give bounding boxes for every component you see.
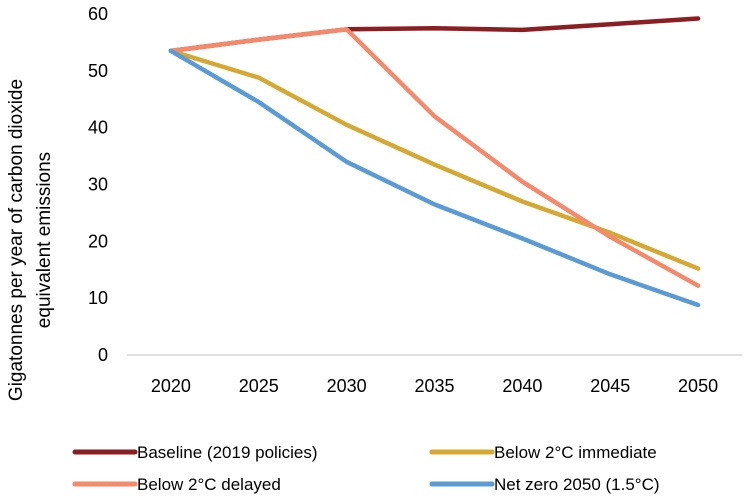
- y-tick-label: 0: [98, 345, 108, 365]
- series-line-1: [168, 16, 701, 54]
- legend-label: Below 2°C delayed: [137, 475, 281, 494]
- y-tick-label: 60: [88, 4, 108, 24]
- legend-item: Baseline (2019 policies): [72, 443, 318, 462]
- y-tick-label: 30: [88, 175, 108, 195]
- y-tick-label: 20: [88, 231, 108, 251]
- x-tick-label: 2050: [678, 376, 718, 396]
- x-tick-label: 2025: [239, 376, 279, 396]
- x-tick-label: 2035: [414, 376, 454, 396]
- legend-item: Below 2°C immediate: [429, 443, 657, 462]
- y-axis-title-line-1: Gigatonnes per year of carbon dioxide: [6, 79, 27, 401]
- x-tick-labels: 2020 2025 2030 2035 2040 2045 2050: [151, 376, 718, 396]
- y-axis-title-line-2: equivalent emissions: [34, 152, 55, 328]
- y-tick-label: 50: [88, 61, 108, 81]
- x-tick-label: 2030: [327, 376, 367, 396]
- y-tick-label: 10: [88, 288, 108, 308]
- legend-item: Below 2°C delayed: [72, 475, 281, 494]
- y-tick-label: 40: [88, 118, 108, 138]
- x-tick-label: 2045: [590, 376, 630, 396]
- legend-label: Baseline (2019 policies): [137, 443, 318, 462]
- y-tick-labels: 0 10 20 30 40 50 60: [88, 4, 108, 365]
- x-tick-label: 2040: [502, 376, 542, 396]
- legend: Baseline (2019 policies) Below 2°C immedi…: [72, 443, 660, 494]
- legend-item: Net zero 2050 (1.5°C): [429, 475, 660, 494]
- series-lines: [168, 16, 701, 308]
- series-line-4: [168, 48, 701, 308]
- legend-label: Below 2°C immediate: [494, 443, 657, 462]
- series-line-2: [168, 48, 701, 271]
- y-axis-title: Gigatonnes per year of carbon dioxide eq…: [6, 79, 55, 401]
- series-line-3: [168, 27, 701, 288]
- x-tick-label: 2020: [151, 376, 191, 396]
- legend-label: Net zero 2050 (1.5°C): [494, 475, 660, 494]
